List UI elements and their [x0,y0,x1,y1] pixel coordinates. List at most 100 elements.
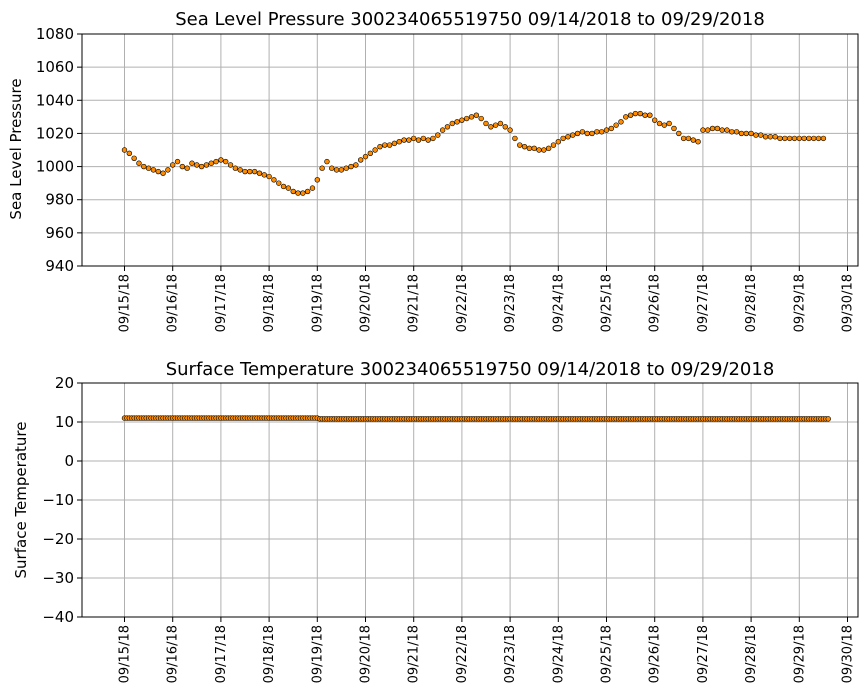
data-point [709,125,716,132]
data-point [223,158,229,165]
data-point [218,157,224,163]
data-point [767,134,774,140]
data-point [131,155,137,161]
x-tick-label: 09/17/18 [214,625,229,683]
data-point [121,147,128,153]
data-point [280,183,287,190]
data-point [806,135,812,142]
data-point [165,167,171,173]
data-point [401,137,407,143]
y-tick-label: 980 [45,191,74,209]
x-tick-label: 09/30/18 [841,274,856,332]
data-point [464,115,470,122]
data-point [179,163,186,170]
data-point [690,137,696,143]
data-point [705,127,711,133]
sea-level-pressure-title: Sea Level Pressure 300234065519750 09/14… [175,9,765,30]
data-point [598,129,605,135]
data-point [459,117,465,123]
data-point [724,127,730,133]
data-point [526,145,533,152]
data-point [382,142,388,148]
x-tick-label: 09/25/18 [600,625,615,683]
data-point [300,190,306,196]
data-point [203,162,210,168]
data-point [642,112,648,118]
y-tick-label: −30 [42,569,74,587]
data-point [753,132,759,138]
data-point [145,165,152,171]
surface-temperature-ylabel: Surface Temperature [12,422,30,579]
data-point [719,127,725,133]
data-point [627,112,634,118]
data-point [266,173,272,180]
data-point [574,130,581,137]
data-point [435,132,441,138]
x-tick-label: 09/24/18 [551,274,566,332]
data-point [743,130,749,137]
data-point [377,143,383,150]
data-point [608,125,615,132]
x-tick-label: 09/29/18 [792,274,807,332]
data-point [782,135,788,142]
data-point [671,125,677,132]
y-tick-label: 940 [45,257,74,275]
data-point [502,124,508,130]
data-point [309,185,316,191]
data-point [126,150,133,157]
data-point [820,135,827,142]
data-point [136,160,142,166]
x-tick-label: 09/20/18 [359,625,374,683]
y-tick-label: 1020 [36,124,74,142]
y-tick-label: −20 [42,530,74,548]
data-point [531,145,537,152]
data-point [367,150,374,157]
data-point [444,124,451,130]
data-point [391,140,398,147]
data-point [680,135,687,142]
x-tick-label: 09/21/18 [407,625,422,683]
data-point [560,135,566,142]
data-point [449,120,455,127]
data-point [647,112,653,118]
data-point [198,163,205,170]
data-point [314,177,320,183]
data-point [276,180,282,186]
data-point [343,165,349,171]
data-point [545,145,552,152]
data-point [208,160,214,166]
data-point [796,135,802,142]
data-point [637,110,643,117]
data-point [396,139,402,145]
x-tick-label: 09/19/18 [310,274,325,332]
x-tick-label: 09/26/18 [648,625,663,683]
data-point [733,129,740,135]
data-point [483,120,489,127]
data-point [155,168,161,175]
surface-temperature-title: Surface Temperature 300234065519750 09/1… [166,359,775,380]
data-point [589,130,595,137]
data-point [430,135,436,142]
data-point [555,139,561,145]
data-point [685,135,692,142]
x-tick-label: 09/17/18 [214,274,229,332]
data-point [357,157,364,163]
data-point [194,162,200,168]
data-point [415,137,422,143]
x-tick-label: 09/26/18 [648,274,663,332]
sea-level-pressure-ylabel: Sea Level Pressure [7,78,25,219]
data-point [786,135,793,142]
data-point [247,168,253,175]
data-point [319,165,325,171]
x-tick-label: 09/16/18 [166,625,181,683]
data-point [329,165,335,171]
data-point [507,127,513,133]
data-point [656,120,663,127]
x-tick-label: 09/21/18 [407,274,422,332]
y-tick-label: 1000 [36,158,74,176]
data-point [825,416,831,422]
y-tick-label: 0 [64,452,74,470]
x-tick-label: 09/23/18 [503,625,518,683]
data-point [160,170,166,176]
x-tick-label: 09/27/18 [696,625,711,683]
